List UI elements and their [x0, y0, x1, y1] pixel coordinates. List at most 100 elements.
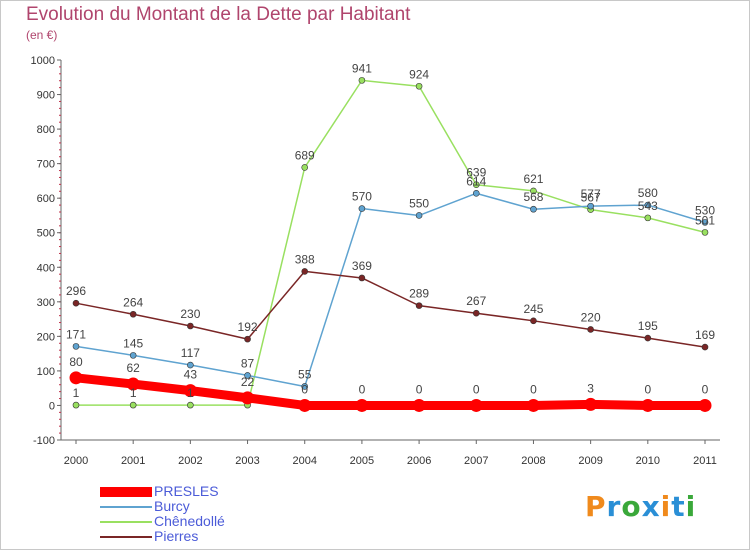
data-label-presles: 80 — [69, 355, 83, 369]
data-point-burcy — [415, 212, 423, 219]
proxiti-logo: Proxiti — [585, 490, 696, 523]
data-point-presles — [183, 384, 197, 398]
y-tick-label: 400 — [37, 262, 55, 274]
data-point-burcy — [244, 372, 251, 379]
data-label-burcy: 117 — [181, 346, 200, 360]
logo-letter: t — [671, 490, 686, 523]
data-label-burcy: 530 — [695, 203, 715, 217]
data-label-presles: 0 — [702, 382, 709, 396]
y-tick-label: 0 — [49, 400, 55, 412]
data-point-presles — [412, 398, 426, 412]
x-tick-label: 2011 — [693, 455, 717, 467]
data-point-presles — [469, 398, 483, 412]
data-point-pierres — [644, 334, 652, 342]
data-point-pierres — [587, 326, 594, 333]
data-point-chenedolle — [301, 164, 309, 171]
data-label-burcy: 87 — [241, 356, 255, 370]
data-point-presles — [126, 377, 140, 391]
series-line-presles — [71, 373, 710, 410]
legend-item-chenedolle: Chênedollé — [100, 514, 225, 529]
logo-letter: i — [685, 490, 697, 523]
data-point-burcy — [530, 205, 537, 213]
data-label-presles: 0 — [473, 382, 480, 396]
data-label-burcy: 171 — [66, 327, 86, 341]
data-point-burcy — [129, 352, 137, 359]
legend-label-presles: PRESLES — [154, 483, 219, 499]
data-label-pierres: 289 — [409, 287, 429, 301]
data-point-pierres — [244, 335, 251, 343]
data-point-presles — [526, 398, 540, 412]
series-line-chenedolle — [75, 79, 706, 406]
data-label-pierres: 388 — [295, 252, 315, 266]
data-point-chenedolle — [358, 77, 366, 84]
logo-letter: o — [621, 490, 642, 523]
data-label-chenedolle: 639 — [466, 166, 486, 180]
data-label-burcy: 55 — [298, 367, 312, 381]
logo-letter: r — [606, 490, 622, 523]
data-point-presles — [241, 391, 255, 405]
data-point-presles — [69, 371, 83, 385]
axes: -100010020030040050060070080090010002000… — [31, 55, 720, 467]
data-label-chenedolle: 1 — [187, 386, 194, 400]
data-point-chenedolle — [472, 181, 480, 189]
logo-letter: P — [585, 490, 607, 523]
legend-swatch-presles — [100, 486, 152, 497]
y-tick-label: 1000 — [31, 55, 55, 67]
data-label-pierres: 296 — [66, 284, 86, 298]
data-label-chenedolle: 1 — [130, 386, 137, 400]
y-tick-label: 300 — [37, 297, 55, 309]
x-tick-label: 2010 — [636, 455, 660, 467]
data-label-presles: 22 — [241, 375, 255, 389]
series-line-pierres — [75, 270, 706, 348]
data-point-burcy — [644, 201, 652, 209]
data-point-burcy — [587, 202, 594, 210]
data-point-pierres — [129, 310, 137, 318]
legend-label-chenedolle: Chênedollé — [154, 513, 225, 529]
data-label-pierres: 369 — [352, 259, 372, 273]
data-label-pierres: 195 — [638, 319, 658, 333]
data-point-burcy — [72, 343, 80, 350]
data-point-presles — [298, 398, 312, 412]
y-tick-label: 900 — [37, 90, 55, 102]
series-line-burcy — [75, 192, 706, 388]
x-tick-label: 2006 — [407, 455, 431, 467]
data-point-pierres — [701, 343, 709, 351]
legend-item-presles: PRESLES — [100, 484, 225, 499]
data-label-burcy: 577 — [581, 187, 601, 201]
data-point-chenedolle — [644, 214, 652, 222]
data-label-presles: 43 — [184, 368, 198, 382]
data-point-chenedolle — [72, 401, 80, 409]
data-label-pierres: 192 — [238, 320, 258, 334]
data-point-pierres — [530, 317, 537, 325]
legend-item-pierres: Pierres — [100, 529, 225, 544]
data-point-burcy — [358, 205, 366, 212]
chart-subtitle: (en €) — [26, 28, 58, 42]
data-point-presles — [641, 398, 655, 412]
y-tick-label: 700 — [37, 159, 55, 171]
data-point-pierres — [72, 299, 80, 307]
data-label-pierres: 267 — [466, 294, 486, 308]
legend-swatch-chenedolle — [100, 520, 152, 523]
data-label-presles: 62 — [127, 361, 141, 375]
legend-label-burcy: Burcy — [154, 498, 190, 514]
data-point-burcy — [472, 190, 480, 197]
data-label-chenedolle: 543 — [638, 199, 658, 213]
data-label-burcy: 614 — [466, 174, 486, 188]
data-point-burcy — [187, 361, 194, 369]
data-point-chenedolle — [129, 401, 137, 409]
data-label-presles: 0 — [644, 382, 651, 396]
data-point-chenedolle — [701, 229, 709, 236]
data-label-presles: 0 — [301, 382, 308, 396]
data-label-pierres: 245 — [523, 302, 543, 316]
x-tick-label: 2003 — [235, 455, 259, 467]
data-point-chenedolle — [530, 187, 537, 195]
x-tick-label: 2008 — [521, 455, 545, 467]
y-tick-label: 500 — [37, 228, 55, 240]
logo-letter: x — [641, 490, 661, 523]
data-point-pierres — [472, 309, 480, 317]
data-point-presles — [698, 398, 712, 412]
x-tick-label: 2002 — [178, 455, 202, 467]
